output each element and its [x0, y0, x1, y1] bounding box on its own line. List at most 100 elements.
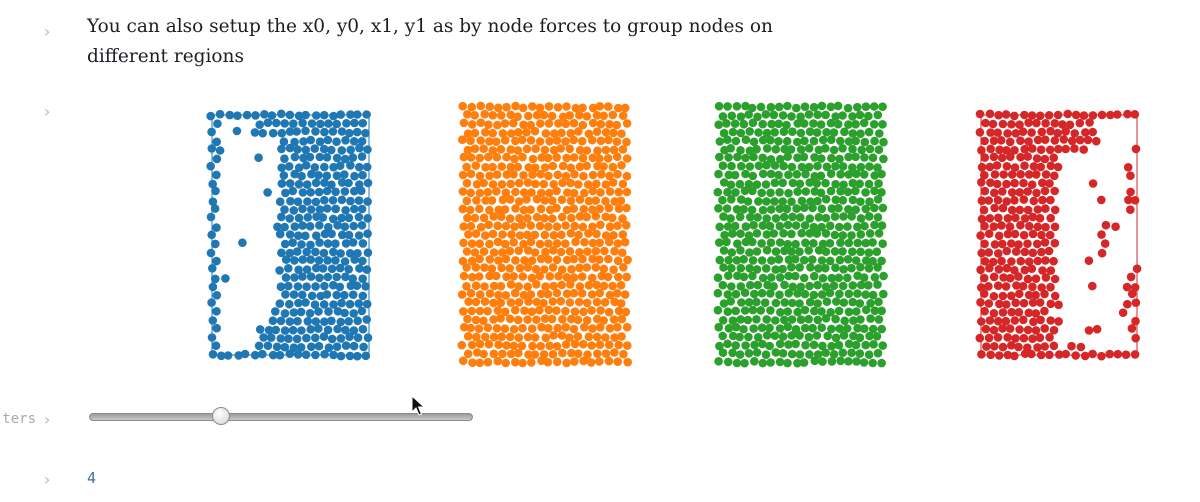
node — [1126, 272, 1136, 282]
node — [814, 246, 824, 255]
node — [514, 128, 523, 137]
node — [723, 290, 733, 299]
node — [985, 263, 994, 273]
node — [797, 228, 806, 238]
node — [280, 342, 290, 352]
node — [1101, 220, 1111, 230]
node — [814, 213, 824, 222]
node — [462, 247, 472, 256]
node — [1002, 246, 1012, 256]
node — [791, 339, 800, 349]
node — [489, 349, 499, 359]
node — [545, 272, 555, 281]
node — [460, 322, 469, 332]
node — [565, 247, 575, 256]
node — [501, 358, 511, 368]
node — [242, 110, 252, 120]
chevron-right-icon[interactable]: › — [44, 470, 51, 489]
node — [1049, 325, 1059, 335]
node — [285, 110, 295, 120]
node — [484, 339, 494, 349]
node — [719, 128, 729, 138]
node — [833, 101, 843, 111]
node — [1016, 220, 1025, 230]
chevron-right-icon[interactable]: › — [44, 22, 51, 41]
node — [1028, 212, 1038, 222]
node — [277, 179, 287, 188]
node — [492, 152, 502, 162]
node — [612, 137, 622, 146]
node — [470, 128, 480, 138]
node — [544, 239, 553, 248]
node — [816, 171, 826, 181]
node — [621, 307, 631, 317]
node — [1020, 161, 1029, 170]
node — [788, 212, 797, 222]
node — [998, 187, 1007, 196]
node — [813, 315, 823, 325]
node — [510, 288, 520, 298]
node — [1010, 229, 1020, 239]
node — [600, 298, 610, 307]
node — [980, 153, 990, 162]
node — [470, 144, 480, 153]
node — [762, 331, 772, 340]
node — [580, 322, 589, 332]
node — [722, 237, 731, 247]
node — [544, 324, 553, 333]
node — [1050, 222, 1060, 232]
node — [547, 314, 557, 324]
slider-thumb[interactable] — [212, 407, 231, 425]
chevron-right-icon[interactable]: › — [44, 410, 51, 429]
node — [779, 229, 788, 238]
node — [277, 212, 286, 222]
node — [584, 281, 594, 290]
node — [312, 263, 321, 273]
node — [1010, 351, 1019, 361]
node — [1053, 110, 1063, 120]
node — [358, 324, 368, 334]
node — [599, 281, 609, 291]
node — [340, 308, 349, 318]
node — [459, 152, 469, 162]
clusters-slider[interactable] — [89, 407, 473, 425]
node — [1041, 256, 1050, 265]
node — [856, 247, 865, 257]
node — [1041, 204, 1050, 213]
node — [844, 307, 854, 317]
node — [825, 239, 835, 248]
node — [519, 188, 529, 197]
node — [804, 246, 813, 255]
node — [350, 255, 360, 264]
node — [271, 325, 281, 335]
node — [541, 333, 551, 343]
node — [340, 222, 350, 231]
node — [818, 357, 827, 366]
node — [575, 110, 584, 120]
node — [1061, 349, 1070, 359]
node — [532, 194, 542, 204]
node — [856, 197, 865, 206]
node — [466, 221, 476, 231]
node — [758, 135, 768, 145]
node — [736, 246, 745, 255]
node — [848, 281, 858, 290]
node — [580, 188, 589, 198]
node — [1015, 120, 1024, 129]
chevron-right-icon[interactable]: › — [44, 102, 51, 121]
node — [335, 263, 345, 273]
node — [523, 263, 533, 272]
node — [1045, 145, 1055, 155]
node — [349, 137, 359, 146]
node — [498, 349, 507, 359]
node — [823, 331, 832, 341]
node — [494, 340, 503, 350]
node — [494, 256, 503, 265]
node — [788, 298, 797, 308]
node — [1015, 289, 1024, 299]
node — [605, 120, 614, 129]
node — [208, 316, 218, 325]
node — [579, 171, 588, 181]
node — [1050, 238, 1060, 248]
node — [595, 288, 604, 298]
